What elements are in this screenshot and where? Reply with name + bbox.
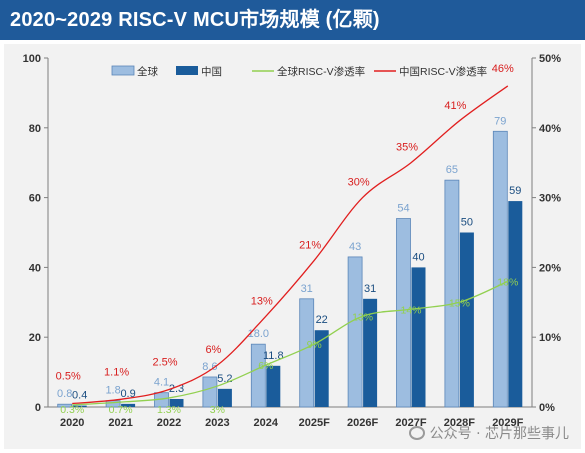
bar-global [347,256,363,408]
china-penetration-label: 41% [444,100,466,112]
legend-global-bar-swatch [111,65,135,76]
bar-global-value-label: 79 [494,115,506,127]
y-left-tick-label: 80 [29,123,41,135]
china-penetration-label: 1.1% [104,366,129,378]
bar-china-value-label: 22 [316,314,328,326]
bar-china-value-label: 11.8 [263,350,284,362]
bar-china [266,365,281,407]
bar-china [169,398,184,407]
global-penetration-label: 1.3% [157,404,181,416]
bar-china-value-label: 2.3 [169,383,184,395]
global-penetration-label: 15% [449,297,470,309]
bar-global-value-label: 31 [301,283,313,295]
bar-global [492,130,508,408]
bar-global-value-label: 43 [349,241,361,253]
y-left-tick-label: 40 [29,262,41,274]
china-penetration-label: 6% [205,344,221,356]
bar-china-value-label: 59 [509,185,521,197]
china-penetration-label: 21% [299,239,321,251]
bar-global [250,343,266,408]
china-penetration-label: 30% [348,177,370,189]
x-tick-label: 2026F [347,417,378,429]
chart-title: 2020~2029 RISC-V MCU市场规模 (亿颗) [0,0,585,40]
bar-china-value-label: 50 [461,217,473,229]
x-tick-label: 2023 [205,417,229,429]
china-penetration-label: 46% [492,63,514,75]
bar-global-value-label: 4.1 [154,377,169,389]
global-penetration-label: 18% [497,276,518,288]
bar-global-value-label: 8.6 [202,361,217,373]
y-right-tick-label: 0% [539,402,555,414]
y-left-tick-label: 0 [35,402,41,414]
legend-china-bar-swatch [176,66,198,75]
bar-global [444,179,460,408]
bar-china [411,267,426,407]
x-tick-label: 2024 [254,417,279,429]
bar-global-value-label: 65 [446,164,458,176]
china-penetration-label: 13% [251,295,273,307]
bar-china-value-label: 40 [412,251,424,263]
bar-china [508,201,523,407]
y-right-tick-label: 30% [539,193,561,205]
global-penetration-label: 3% [210,404,225,416]
watermark: 公众号 · 芯片那些事儿 [408,423,569,443]
y-left-tick-label: 100 [23,53,41,65]
bar-china [314,330,329,407]
y-right-tick-label: 50% [539,53,561,65]
watermark-text: 公众号 · 芯片那些事儿 [429,426,569,442]
global-penetration-label: 9% [307,339,322,351]
y-right-tick-label: 20% [539,262,561,274]
global-penetration-label: 14% [400,304,421,316]
x-tick-label: 2020 [60,417,84,429]
bar-global [299,298,315,408]
line-china-penetration [72,85,509,405]
x-tick-label: 2025F [299,417,330,429]
x-tick-label: 2021 [108,417,132,429]
y-right-tick-label: 40% [539,123,561,135]
bar-global [202,376,218,408]
legend-global-bar-label: 全球 [137,65,158,78]
y-right-tick-label: 10% [539,332,561,344]
global-penetration-label: 0.7% [109,404,133,416]
bar-china [72,405,87,407]
bar-china-value-label: 0.4 [72,390,87,402]
legend-china-bar-label: 中国 [201,65,222,78]
bar-china [363,298,378,407]
global-penetration-label: 0.3% [60,404,84,416]
line-global-penetration [72,280,509,406]
global-penetration-label: 13% [352,311,373,323]
bar-global-value-label: 54 [397,203,409,215]
x-tick-label: 2029F [492,417,523,429]
china-penetration-label: 0.5% [56,371,81,383]
bar-china [459,232,474,407]
bar-global-value-label: 0.8 [57,388,72,400]
legend-china-line-label: 中国RISC-V渗透率 [399,65,487,78]
bar-global [57,403,73,408]
wechat-icon [408,426,425,440]
bar-global [396,218,411,408]
bar-global-value-label: 1.8 [105,385,120,397]
bar-global-value-label: 18.0 [248,328,269,340]
plot-background [4,44,581,449]
global-penetration-label: 6% [258,360,273,372]
china-penetration-label: 35% [396,142,418,154]
y-left-tick-label: 60 [29,193,41,205]
legend-global-line-label: 全球RISC-V渗透率 [277,65,365,78]
china-penetration-label: 2.5% [152,357,177,369]
bar-china-value-label: 31 [364,283,376,295]
x-tick-label: 2028F [444,417,475,429]
x-tick-label: 2022 [157,417,181,429]
y-left-tick-label: 20 [29,332,41,344]
bar-china [121,403,136,407]
bar-china-value-label: 0.9 [120,388,135,400]
bar-china [217,388,232,407]
